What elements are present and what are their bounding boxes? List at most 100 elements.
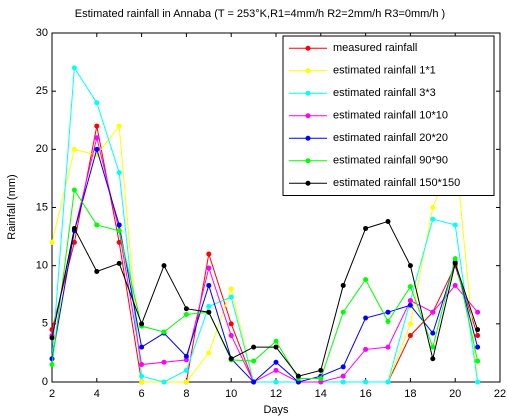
x-tick-label: 6 xyxy=(139,388,145,400)
data-point xyxy=(183,353,189,359)
legend-marker xyxy=(305,180,311,186)
legend-label: estimated rainfall 3*3 xyxy=(333,87,436,99)
data-point xyxy=(139,362,145,368)
data-point xyxy=(139,321,145,327)
legend-marker xyxy=(305,113,311,119)
data-point xyxy=(116,123,122,129)
x-tick-label: 14 xyxy=(315,388,327,400)
data-point xyxy=(407,302,413,308)
legend-label: estimated rainfall 1*1 xyxy=(333,65,436,77)
data-point xyxy=(452,260,458,266)
legend-marker xyxy=(305,45,311,51)
data-point xyxy=(475,358,481,364)
legend-label: measured rainfall xyxy=(333,42,417,54)
data-point xyxy=(206,265,212,271)
data-point xyxy=(430,309,436,315)
data-point xyxy=(116,170,122,176)
data-point xyxy=(183,379,189,385)
data-point xyxy=(94,100,100,106)
data-point xyxy=(318,379,324,385)
data-point xyxy=(139,379,145,385)
data-point xyxy=(94,123,100,129)
data-point xyxy=(251,344,257,350)
data-point xyxy=(407,263,413,269)
y-tick-label: 25 xyxy=(36,85,48,97)
data-point xyxy=(385,218,391,224)
data-point xyxy=(206,309,212,315)
data-point xyxy=(94,268,100,274)
series-line xyxy=(51,220,479,377)
data-point xyxy=(340,373,346,379)
data-point xyxy=(183,367,189,373)
data-point xyxy=(430,216,436,222)
data-point xyxy=(273,379,279,385)
data-point xyxy=(273,338,279,344)
data-point xyxy=(251,358,257,364)
legend-label: estimated rainfall 20*20 xyxy=(333,132,448,144)
x-tick-label: 18 xyxy=(404,388,416,400)
legend-label: estimated rainfall 10*10 xyxy=(333,110,448,122)
data-point xyxy=(452,256,458,262)
data-point xyxy=(407,321,413,327)
data-point xyxy=(228,332,234,338)
data-point xyxy=(407,332,413,338)
data-point xyxy=(139,344,145,350)
data-point xyxy=(116,222,122,228)
data-point xyxy=(363,225,369,231)
data-point xyxy=(430,344,436,350)
data-point xyxy=(116,228,122,234)
data-point xyxy=(295,379,301,385)
x-tick-label: 4 xyxy=(94,388,100,400)
data-point xyxy=(363,346,369,352)
data-point xyxy=(206,303,212,309)
y-tick-label: 10 xyxy=(36,260,48,272)
data-point xyxy=(273,344,279,350)
data-point xyxy=(183,306,189,312)
x-tick-label: 12 xyxy=(270,388,282,400)
data-point xyxy=(49,356,55,362)
data-point xyxy=(407,284,413,290)
data-point xyxy=(475,344,481,350)
x-tick-label: 10 xyxy=(225,388,237,400)
data-point xyxy=(340,309,346,315)
y-tick-label: 15 xyxy=(36,201,48,213)
series-line xyxy=(51,66,479,383)
y-axis-label: Rainfall (mm) xyxy=(6,174,18,239)
data-point xyxy=(71,225,77,231)
x-tick-label: 22 xyxy=(494,388,506,400)
data-point xyxy=(385,379,391,385)
data-point xyxy=(94,135,100,141)
data-point xyxy=(475,379,481,385)
data-point xyxy=(49,362,55,368)
data-point xyxy=(206,251,212,257)
data-point xyxy=(452,282,458,288)
legend-marker xyxy=(305,135,311,141)
data-point xyxy=(363,315,369,321)
data-point xyxy=(273,367,279,373)
data-point xyxy=(475,309,481,315)
data-point xyxy=(183,312,189,318)
data-point xyxy=(206,350,212,356)
data-point xyxy=(318,376,324,382)
data-point xyxy=(228,286,234,292)
data-point xyxy=(71,146,77,152)
data-point xyxy=(161,329,167,335)
y-tick-label: 0 xyxy=(42,376,48,388)
data-point xyxy=(161,379,167,385)
data-point xyxy=(407,298,413,304)
x-tick-label: 8 xyxy=(183,388,189,400)
legend-marker xyxy=(305,68,311,74)
legend-marker xyxy=(305,90,311,96)
data-point xyxy=(340,379,346,385)
legend-label: estimated rainfall 90*90 xyxy=(333,155,448,167)
data-point xyxy=(363,277,369,283)
data-point xyxy=(430,205,436,210)
data-point xyxy=(228,356,234,362)
data-point xyxy=(161,263,167,269)
data-point xyxy=(228,321,234,327)
data-point xyxy=(139,373,145,379)
data-point xyxy=(385,344,391,350)
y-tick-label: 30 xyxy=(36,27,48,39)
data-point xyxy=(94,146,100,152)
